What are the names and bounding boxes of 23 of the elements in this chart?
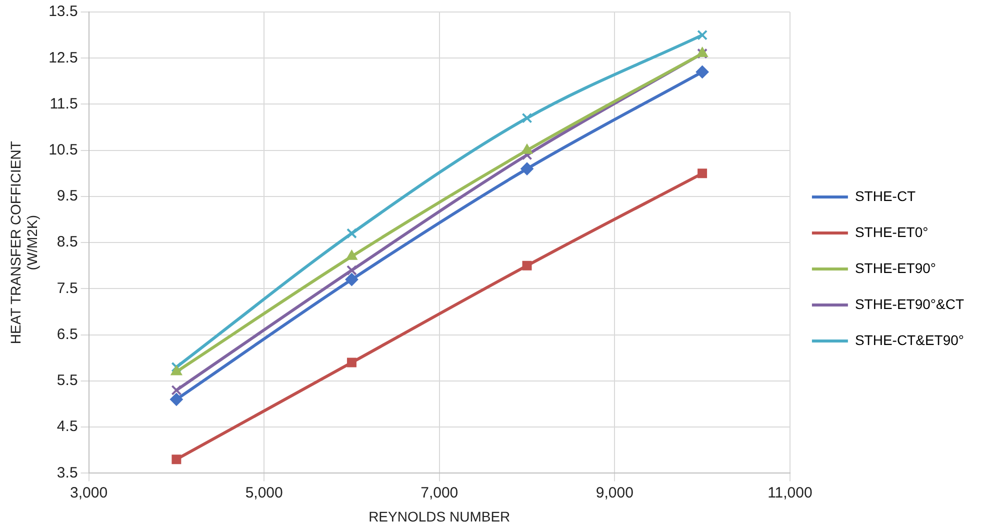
- x-tick-label: 9,000: [596, 484, 634, 502]
- y-tick-label: 5.5: [56, 372, 78, 390]
- y-tick-label: 3.5: [56, 464, 78, 482]
- y-tick-label: 7.5: [56, 280, 78, 297]
- y-tick-label: 12.5: [48, 49, 78, 66]
- legend-label: STHE-ET90°&CT: [854, 296, 964, 312]
- x-tick-label: 5,000: [245, 484, 283, 502]
- y-tick-label: 11.5: [50, 95, 78, 112]
- x-tick-label: 3,000: [70, 484, 108, 502]
- y-tick-label: 6.5: [56, 326, 78, 343]
- legend-label: STHE-ET90°: [854, 260, 936, 276]
- y-axis-title: HEAT TRANSFER COFFICIENT (W/M2K): [7, 140, 40, 344]
- y-tick-label: 13.5: [48, 3, 78, 20]
- legend-label: STHE-ET0°: [854, 224, 928, 240]
- y-tick-label: 10.5: [48, 142, 78, 158]
- x-axis-title: REYNOLDS NUMBER: [368, 508, 510, 524]
- x-tick-label: 7,000: [420, 484, 458, 502]
- y-tick-label: 8.5: [56, 234, 78, 251]
- y-tick-label: 9.5: [56, 188, 78, 205]
- x-tick-label: 11,000: [768, 484, 812, 502]
- y-tick-label: 4.5: [56, 418, 78, 436]
- legend-label: STHE-CT&ET90°: [854, 332, 964, 348]
- legend-label: STHE-CT: [854, 188, 916, 204]
